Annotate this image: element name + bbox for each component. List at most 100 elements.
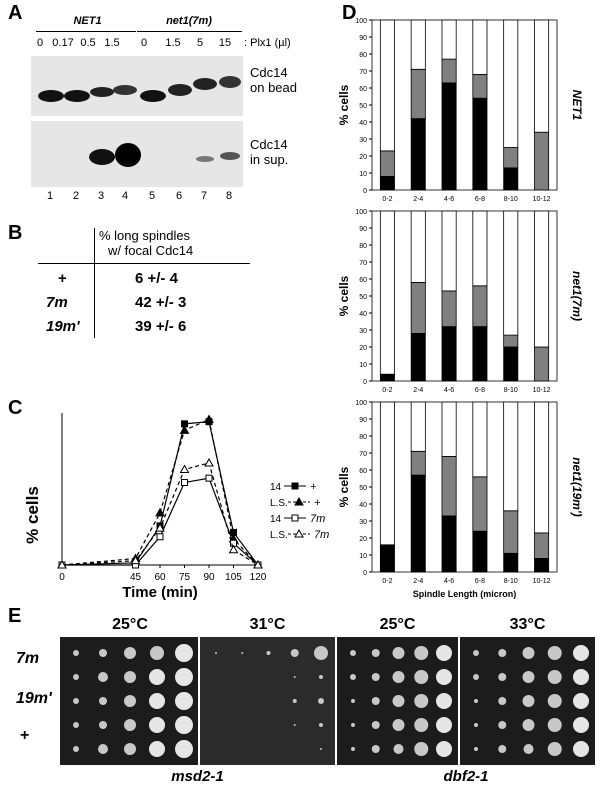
legend-marker <box>291 482 299 490</box>
bar-segment <box>503 147 519 169</box>
bar-segment <box>379 210 395 375</box>
x-tick-label: 0-2 <box>382 387 392 394</box>
blot-on-bead-bands <box>38 76 241 102</box>
legend-label: L.S. <box>270 498 288 509</box>
y-tick-label: 100 <box>355 18 367 25</box>
lane-number: 4 <box>121 190 129 202</box>
table-row-value: 6 +/- 4 <box>135 270 178 287</box>
colony-spot <box>175 740 193 758</box>
colony-spot <box>99 721 107 729</box>
colony-spot <box>371 745 380 753</box>
bar-segment <box>410 450 426 476</box>
x-axis-title: Spindle Length (micron) <box>413 589 517 599</box>
chart-title: NET1 <box>570 90 584 121</box>
colony-spot <box>371 673 380 681</box>
colony-spot <box>371 649 380 657</box>
y-tick-label: 30 <box>359 519 367 526</box>
x-tick-label: 10-12 <box>533 578 551 585</box>
bar-segment <box>379 19 395 152</box>
colony-spot <box>314 646 328 660</box>
lane-number: 3 <box>97 190 105 202</box>
y-tick-label: 90 <box>359 417 367 424</box>
plot-frame <box>371 401 558 573</box>
series-line <box>61 421 259 566</box>
colony-spot <box>522 719 535 731</box>
x-tick-label: 120 <box>250 572 267 583</box>
plate-row-label-plus: + <box>20 727 30 744</box>
panel-c-label: C <box>8 397 23 419</box>
dose-label: 0 <box>140 37 148 49</box>
legend-marker <box>294 496 304 506</box>
colony-spot <box>292 699 297 703</box>
x-tick-label: 6-8 <box>475 578 485 585</box>
bar-segment <box>410 19 426 70</box>
colony-spot <box>149 693 165 709</box>
colony-spot <box>392 647 405 659</box>
dose-label: 15 <box>218 37 232 49</box>
x-tick-label: 2-4 <box>413 387 423 394</box>
bar-segment <box>472 326 488 382</box>
bar-segment <box>441 290 457 327</box>
x-tick-label: 105 <box>225 572 242 583</box>
colony-spot <box>436 717 452 733</box>
colony-spot <box>392 695 405 707</box>
colony-spot <box>547 718 562 732</box>
data-point <box>155 523 165 532</box>
data-point <box>204 457 214 467</box>
colony-spot <box>124 647 136 659</box>
chart-title: net1(7m) <box>570 271 584 321</box>
series-line <box>61 418 259 566</box>
colony-spot <box>241 652 244 654</box>
colony-spot <box>498 745 507 753</box>
table-row-label: 19m' <box>46 318 80 335</box>
table-horizontal-rule <box>38 263 250 264</box>
colony-spot <box>573 693 589 709</box>
x-tick-label: 10-12 <box>533 196 551 203</box>
bar-segment <box>410 118 426 191</box>
colony-spot <box>124 695 136 707</box>
x-tick-label: 0 <box>59 572 65 583</box>
colony-spot <box>436 669 452 685</box>
net1-7m-group-label: net1(7m) <box>166 15 212 27</box>
colony-spot <box>392 719 405 731</box>
bar-segment <box>503 210 519 336</box>
y-tick-label: 80 <box>359 243 367 250</box>
x-tick-label: 6-8 <box>475 387 485 394</box>
dose-unit-label: : Plx1 (µl) <box>244 37 291 49</box>
colony-spot <box>474 723 478 727</box>
colony-spot <box>371 697 380 705</box>
bead-blot-label-line2: on bead <box>250 80 297 95</box>
bar-segment <box>441 515 457 573</box>
colony-spot <box>293 724 296 726</box>
bar-segment <box>472 401 488 478</box>
colony-spot <box>547 694 562 708</box>
y-tick-label: 50 <box>359 485 367 492</box>
colony-spot <box>175 668 193 686</box>
lane-number: 6 <box>175 190 183 202</box>
colony-spot <box>99 697 107 705</box>
y-tick-label: 30 <box>359 328 367 335</box>
bar-segment <box>441 455 457 517</box>
y-tick-label: 100 <box>355 400 367 407</box>
y-tick-label: 10 <box>359 362 367 369</box>
dose-label: 0.17 <box>52 37 74 49</box>
colony-spot <box>124 719 136 731</box>
colony-spot <box>547 742 562 756</box>
bar-segment <box>441 326 457 382</box>
y-tick-label: 60 <box>359 468 367 475</box>
bar-segment <box>503 552 519 573</box>
data-point <box>156 533 164 541</box>
colony-spot <box>73 722 79 728</box>
x-tick-label: 45 <box>130 572 142 583</box>
bar-segment <box>503 510 519 554</box>
legend-label: 14 <box>270 482 282 493</box>
colony-spot <box>99 649 107 657</box>
bar-segment <box>472 530 488 573</box>
y-axis-label: % cells <box>337 466 351 507</box>
bar-segment <box>441 58 457 84</box>
data-point <box>228 544 239 554</box>
bar-segment <box>410 332 426 382</box>
x-tick-label: 2-4 <box>413 196 423 203</box>
colony-spot <box>350 650 356 656</box>
x-tick-label: 10-12 <box>533 387 551 394</box>
